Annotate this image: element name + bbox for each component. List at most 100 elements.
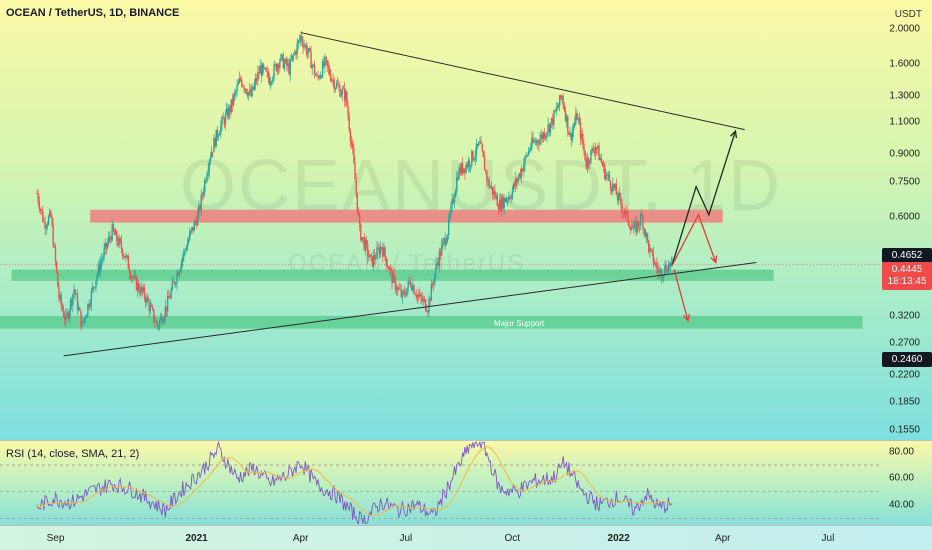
candle-302 xyxy=(385,256,387,266)
candle-281 xyxy=(361,237,363,241)
time-tick-label: Jul xyxy=(399,533,413,544)
candle-162 xyxy=(223,118,226,125)
candle-393 xyxy=(490,186,493,188)
candle-185 xyxy=(250,89,252,97)
candle-121 xyxy=(176,272,178,284)
candle-353 xyxy=(444,238,446,245)
time-axis-divider xyxy=(0,525,932,526)
candle-83 xyxy=(132,276,134,278)
rsi-pane[interactable] xyxy=(0,441,932,525)
candle-252 xyxy=(327,65,330,69)
candle-204 xyxy=(272,77,274,82)
candle-518 xyxy=(635,222,637,233)
candle-338 xyxy=(427,311,429,313)
candle-267 xyxy=(345,91,347,101)
candle-35 xyxy=(76,294,79,310)
candle-497 xyxy=(611,188,613,192)
candle-23 xyxy=(62,309,65,317)
candle-205 xyxy=(273,64,275,78)
candle-444 xyxy=(549,122,552,133)
candle-56 xyxy=(101,259,103,263)
candle-471 xyxy=(580,133,583,139)
candle-469 xyxy=(578,118,581,123)
candle-432 xyxy=(535,140,538,143)
candle-403 xyxy=(502,196,504,209)
candle-450 xyxy=(556,107,559,109)
candle-176 xyxy=(239,78,242,80)
candle-511 xyxy=(627,210,629,223)
candle-54 xyxy=(98,264,101,272)
candle-48 xyxy=(91,286,94,291)
price-tick-label: 0.7500 xyxy=(889,176,920,188)
candle-84 xyxy=(133,275,135,278)
candle-3 xyxy=(39,209,42,210)
candle-62 xyxy=(107,236,110,243)
price-tick-label: 0.2700 xyxy=(889,337,920,349)
projection-path-0 xyxy=(671,130,737,267)
candle-272 xyxy=(350,141,353,145)
candle-372 xyxy=(466,164,468,168)
candle-404 xyxy=(503,197,505,209)
candle-59 xyxy=(104,243,106,250)
price-tick-label: 0.6000 xyxy=(889,211,920,223)
candle-171 xyxy=(234,92,236,96)
candle-398 xyxy=(496,195,498,206)
candle-273 xyxy=(351,144,354,148)
candle-226 xyxy=(297,40,300,44)
candle-184 xyxy=(249,89,251,93)
price-badge-upper: 0.4652 xyxy=(882,248,932,263)
candle-345 xyxy=(435,264,437,274)
candle-434 xyxy=(538,143,540,145)
candle-196 xyxy=(262,64,265,69)
candle-160 xyxy=(221,117,223,125)
candle-317 xyxy=(402,291,405,293)
candle-315 xyxy=(400,289,402,298)
rsi-indicator-label[interactable]: RSI (14, close, SMA, 21, 2) xyxy=(6,448,140,460)
candle-407 xyxy=(506,199,509,201)
candle-245 xyxy=(319,75,322,79)
pane-divider[interactable] xyxy=(0,440,932,441)
time-axis[interactable] xyxy=(0,526,932,550)
candle-409 xyxy=(509,196,511,199)
candle-206 xyxy=(274,64,276,65)
candle-288 xyxy=(369,254,371,258)
candle-527 xyxy=(645,233,648,238)
candle-142 xyxy=(200,194,202,210)
candle-65 xyxy=(111,224,113,241)
candle-141 xyxy=(199,205,201,210)
candle-533 xyxy=(652,251,655,264)
candle-258 xyxy=(334,88,337,90)
candle-189 xyxy=(254,78,257,84)
candle-447 xyxy=(553,110,555,125)
candle-37 xyxy=(79,307,81,311)
time-tick-label: Apr xyxy=(292,533,309,544)
candle-158 xyxy=(219,133,221,136)
candle-136 xyxy=(193,221,195,231)
candle-140 xyxy=(198,205,200,213)
chart-title[interactable]: OCEAN / TetherUS, 1D, BINANCE xyxy=(6,7,180,19)
candle-483 xyxy=(594,147,597,153)
candle-237 xyxy=(310,51,312,69)
candle-473 xyxy=(583,144,585,151)
candle-295 xyxy=(377,247,379,249)
candle-486 xyxy=(598,145,600,161)
candle-363 xyxy=(456,177,458,191)
candle-82 xyxy=(131,276,133,279)
candle-530 xyxy=(649,248,651,252)
candle-42 xyxy=(84,317,87,319)
candle-457 xyxy=(564,110,567,121)
rsi-ma-line xyxy=(36,446,673,517)
current-price-badge: 0.4445 18:13:45 xyxy=(882,262,932,290)
candle-532 xyxy=(651,249,653,252)
candle-72 xyxy=(119,238,121,242)
candle-299 xyxy=(382,247,384,257)
candle-97 xyxy=(148,301,150,312)
candle-466 xyxy=(575,112,577,123)
candle-290 xyxy=(371,256,374,267)
candle-144 xyxy=(202,192,205,196)
candle-294 xyxy=(376,247,378,259)
candle-429 xyxy=(532,137,534,143)
price-tick-label: 0.1850 xyxy=(889,396,920,408)
candle-44 xyxy=(87,303,89,315)
